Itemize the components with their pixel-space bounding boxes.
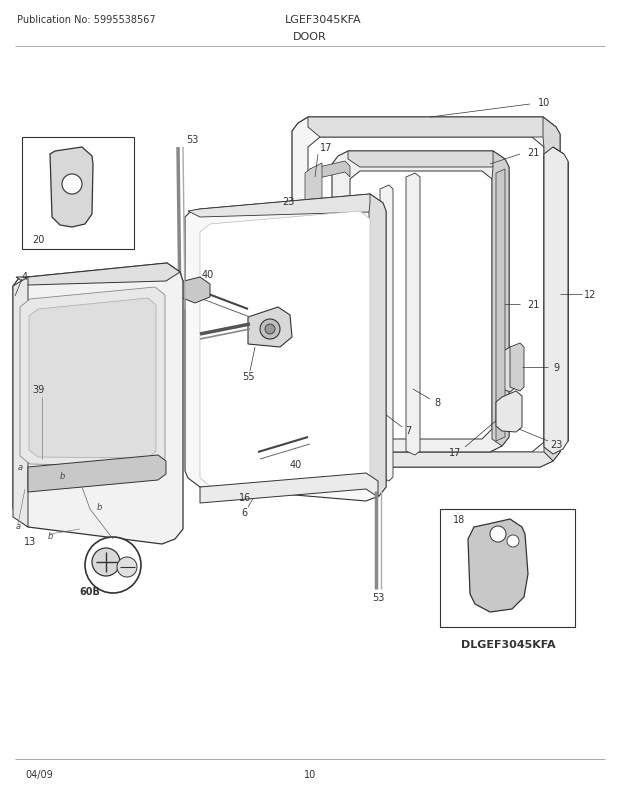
Polygon shape xyxy=(29,298,156,459)
Polygon shape xyxy=(20,288,165,468)
Polygon shape xyxy=(292,118,560,468)
Polygon shape xyxy=(28,456,166,492)
Text: b: b xyxy=(60,472,64,481)
Polygon shape xyxy=(369,195,386,496)
Text: 10: 10 xyxy=(538,98,550,107)
Polygon shape xyxy=(305,164,322,447)
Text: 23: 23 xyxy=(550,439,562,449)
Text: a: a xyxy=(16,522,20,531)
Text: b: b xyxy=(96,503,102,512)
Polygon shape xyxy=(200,212,370,486)
Text: 40: 40 xyxy=(290,460,302,469)
Text: a: a xyxy=(17,463,22,472)
Polygon shape xyxy=(310,162,350,180)
Bar xyxy=(22,138,134,249)
Polygon shape xyxy=(468,520,528,612)
Text: 6: 6 xyxy=(241,508,247,517)
Polygon shape xyxy=(406,174,420,456)
Circle shape xyxy=(117,557,137,577)
Text: 4: 4 xyxy=(22,272,28,282)
Circle shape xyxy=(92,549,120,577)
Polygon shape xyxy=(308,138,544,452)
Text: 39: 39 xyxy=(32,384,44,395)
Text: b: b xyxy=(47,532,53,541)
Polygon shape xyxy=(498,347,516,392)
Circle shape xyxy=(85,537,141,593)
Polygon shape xyxy=(50,148,93,228)
Text: 20: 20 xyxy=(32,235,44,245)
Polygon shape xyxy=(180,277,210,304)
Circle shape xyxy=(490,526,506,542)
Text: 60B: 60B xyxy=(79,586,100,596)
Text: 21: 21 xyxy=(527,300,539,310)
Text: 40: 40 xyxy=(202,269,214,280)
Text: LGEF3045KFA: LGEF3045KFA xyxy=(285,15,361,25)
Polygon shape xyxy=(380,186,393,481)
Circle shape xyxy=(260,320,280,339)
Polygon shape xyxy=(350,172,492,439)
Text: 17: 17 xyxy=(449,448,461,457)
Text: 8: 8 xyxy=(434,398,440,407)
Polygon shape xyxy=(320,198,352,233)
Polygon shape xyxy=(13,277,28,528)
Text: 18: 18 xyxy=(453,514,465,525)
Circle shape xyxy=(265,325,275,334)
Text: 13: 13 xyxy=(24,537,36,546)
Text: 12: 12 xyxy=(584,290,596,300)
Text: 04/09: 04/09 xyxy=(25,769,53,779)
Text: 53: 53 xyxy=(186,135,198,145)
Text: 7: 7 xyxy=(405,426,411,435)
Text: 55: 55 xyxy=(242,371,254,382)
Circle shape xyxy=(507,535,519,547)
Text: 16: 16 xyxy=(239,492,251,502)
Polygon shape xyxy=(543,118,560,461)
Polygon shape xyxy=(496,170,505,441)
Polygon shape xyxy=(13,264,183,545)
Circle shape xyxy=(62,175,82,195)
Polygon shape xyxy=(496,391,522,432)
Polygon shape xyxy=(332,152,509,452)
Polygon shape xyxy=(348,152,505,168)
Polygon shape xyxy=(296,443,553,468)
Text: 21: 21 xyxy=(527,148,539,158)
Polygon shape xyxy=(544,148,568,455)
Text: Publication No: 5995538567: Publication No: 5995538567 xyxy=(17,15,156,25)
Text: 23: 23 xyxy=(283,196,295,207)
Text: DLGEF3045KFA: DLGEF3045KFA xyxy=(461,639,556,649)
Polygon shape xyxy=(200,473,378,504)
Bar xyxy=(440,509,575,627)
Polygon shape xyxy=(492,152,509,447)
Polygon shape xyxy=(308,118,556,138)
Text: 53: 53 xyxy=(372,592,384,602)
Polygon shape xyxy=(188,195,383,217)
Text: 9: 9 xyxy=(553,363,559,373)
Polygon shape xyxy=(510,343,524,391)
Text: DOOR: DOOR xyxy=(293,32,327,42)
Polygon shape xyxy=(185,195,386,501)
Text: ReplacementParts.com: ReplacementParts.com xyxy=(221,407,399,422)
Text: 17: 17 xyxy=(320,143,332,153)
Polygon shape xyxy=(248,308,292,347)
Polygon shape xyxy=(16,264,180,286)
Text: 10: 10 xyxy=(304,769,316,779)
